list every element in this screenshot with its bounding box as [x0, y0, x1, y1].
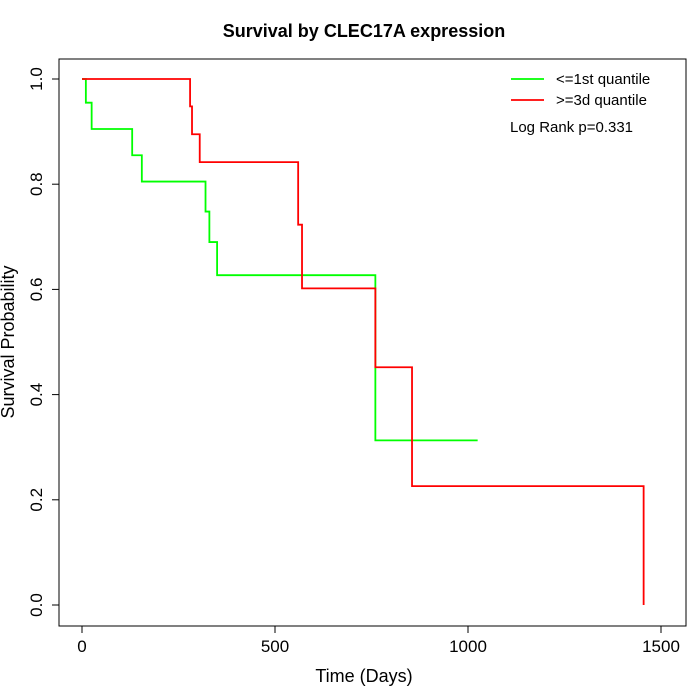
y-axis-label: Survival Probability: [0, 265, 18, 418]
legend-label-0: <=1st quantile: [556, 71, 650, 88]
legend-label-1: >=3d quantile: [556, 92, 647, 109]
chart-title: Survival by CLEC17A expression: [223, 21, 505, 41]
x-axis-label: Time (Days): [315, 666, 412, 686]
series-layer: [82, 78, 645, 605]
x-tick-label: 0: [77, 637, 86, 656]
legend: <=1st quantile >=3d quantile: [511, 71, 650, 109]
y-axis: 0.0 0.2 0.4 0.6 0.8 1.0: [27, 67, 60, 617]
y-tick-label: 0.4: [27, 383, 46, 407]
x-tick-label: 1500: [642, 637, 680, 656]
y-tick-label: 0.8: [27, 172, 46, 196]
x-axis: 0 500 1000 1500: [77, 625, 680, 656]
y-tick-label: 0.6: [27, 278, 46, 302]
plot-frame: [58, 58, 687, 627]
y-tick-label: 1.0: [27, 67, 46, 91]
log-rank-annotation: Log Rank p=0.331: [510, 119, 633, 136]
x-tick-label: 1000: [449, 637, 487, 656]
series-line-1: [82, 78, 645, 605]
x-tick-label: 500: [261, 637, 289, 656]
y-tick-label: 0.0: [27, 593, 46, 617]
y-tick-label: 0.2: [27, 488, 46, 512]
series-line-0: [82, 78, 478, 442]
